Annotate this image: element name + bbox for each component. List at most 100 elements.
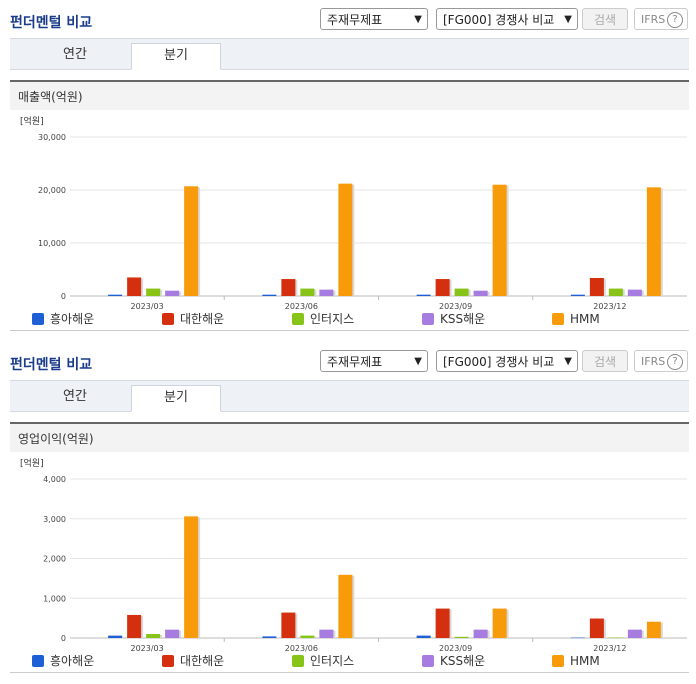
- bar: [146, 634, 161, 638]
- y-tick-label: 2,000: [43, 555, 66, 564]
- legend-swatch: [32, 313, 44, 325]
- chart-subtitle: 매출액(억원): [10, 80, 689, 110]
- fundamental-panel-operating-profit: 펀더멘털 비교 주재무제표 ▼ [FG000] 경쟁사 비교 ▼ 검색 IFRS…: [0, 342, 696, 673]
- bar: [646, 621, 661, 638]
- bar: [281, 612, 296, 638]
- tab-quarterly[interactable]: 분기: [131, 385, 221, 412]
- bar: [127, 277, 142, 296]
- legend-label: KSS해운: [440, 312, 485, 326]
- legend-swatch: [32, 655, 44, 667]
- bar: [608, 637, 623, 639]
- ifrs-label: IFRS: [641, 355, 666, 368]
- x-tick-label: 2023/03: [131, 302, 164, 311]
- legend-swatch: [552, 655, 564, 667]
- bar: [454, 288, 469, 296]
- panel-header: 펀더멘털 비교 주재무제표 ▼ [FG000] 경쟁사 비교 ▼ 검색 IFRS…: [0, 342, 696, 380]
- legend-item[interactable]: KSS해운: [422, 312, 485, 326]
- bar: [262, 294, 277, 296]
- y-tick-label: 3,000: [43, 515, 66, 524]
- statement-type-select[interactable]: 주재무제표 ▼: [320, 8, 428, 30]
- bar: [184, 516, 199, 638]
- legend-item[interactable]: HMM: [552, 312, 600, 326]
- bar: [319, 289, 334, 296]
- bar: [492, 184, 507, 296]
- legend-item[interactable]: 인터지스: [292, 654, 354, 668]
- legend-swatch: [422, 313, 434, 325]
- comparison-group-value: [FG000] 경쟁사 비교: [443, 13, 555, 27]
- bar-chart: [억원] 0 1,000 2,000 3,000 4,000 2023/03 2023/06 2…: [20, 457, 687, 668]
- bar: [589, 277, 604, 296]
- ifrs-help-button[interactable]: IFRS ?: [634, 8, 688, 30]
- period-tabs: 연간 분기: [10, 380, 689, 412]
- bar: [127, 614, 142, 638]
- legend-swatch: [162, 313, 174, 325]
- bar: [570, 637, 585, 639]
- bar: [473, 290, 488, 296]
- bar: [165, 629, 180, 638]
- y-tick-label: 30,000: [38, 133, 66, 142]
- bar: [608, 288, 623, 296]
- bar: [338, 183, 353, 296]
- ifrs-help-button[interactable]: IFRS ?: [634, 350, 688, 372]
- bar: [262, 636, 277, 638]
- bar: [454, 636, 469, 638]
- bar: [300, 635, 315, 638]
- legend-label: KSS해운: [440, 654, 485, 668]
- bar: [281, 279, 296, 296]
- statement-type-select[interactable]: 주재무제표 ▼: [320, 350, 428, 372]
- bar: [627, 289, 642, 296]
- y-tick-label: 4,000: [43, 475, 66, 484]
- chevron-down-icon: ▼: [564, 356, 572, 367]
- legend-item[interactable]: KSS해운: [422, 654, 485, 668]
- search-button[interactable]: 검색: [582, 8, 628, 30]
- bar: [473, 629, 488, 638]
- legend-label: 대한해운: [180, 654, 224, 668]
- y-tick-label: 20,000: [38, 186, 66, 195]
- chart-area: [억원] 0 1,000 2,000 3,000 4,000 2023/03 2023/06 2…: [10, 452, 689, 673]
- bar: [338, 574, 353, 638]
- legend-item[interactable]: 대한해운: [162, 654, 224, 668]
- bar: [300, 288, 315, 296]
- y-unit-label: [억원]: [20, 457, 44, 469]
- y-tick-label: 1,000: [43, 594, 66, 603]
- bar: [589, 618, 604, 638]
- panel-title: 펀더멘털 비교: [10, 357, 93, 373]
- legend-swatch: [162, 655, 174, 667]
- legend-item[interactable]: 대한해운: [162, 312, 224, 326]
- bar: [108, 294, 123, 296]
- legend-item[interactable]: 인터지스: [292, 312, 354, 326]
- statement-type-value: 주재무제표: [327, 13, 383, 27]
- tab-annual[interactable]: 연간: [63, 389, 87, 404]
- bar: [435, 608, 450, 638]
- x-tick-label: 2023/03: [131, 644, 164, 653]
- y-tick-label: 0: [61, 634, 66, 643]
- legend-item[interactable]: 흥아해운: [32, 312, 94, 326]
- tab-quarterly[interactable]: 분기: [131, 43, 221, 70]
- chart-subtitle: 영업이익(억원): [10, 422, 689, 452]
- bar: [184, 186, 199, 296]
- legend-label: HMM: [570, 654, 600, 668]
- bar: [146, 288, 161, 296]
- legend-swatch: [552, 313, 564, 325]
- panel-title: 펀더멘털 비교: [10, 15, 93, 31]
- tab-annual[interactable]: 연간: [63, 47, 87, 62]
- bar: [492, 608, 507, 638]
- x-tick-label: 2023/12: [593, 644, 626, 653]
- legend-item[interactable]: 흥아해운: [32, 654, 94, 668]
- legend-swatch: [422, 655, 434, 667]
- search-button[interactable]: 검색: [582, 350, 628, 372]
- chevron-down-icon: ▼: [564, 14, 572, 25]
- bar: [416, 294, 431, 296]
- x-tick-label: 2023/09: [439, 302, 472, 311]
- x-tick-label: 2023/12: [593, 302, 626, 311]
- bar: [646, 187, 661, 296]
- help-icon: ?: [667, 354, 683, 370]
- comparison-group-select[interactable]: [FG000] 경쟁사 비교 ▼: [436, 350, 578, 372]
- bar: [435, 279, 450, 296]
- ifrs-label: IFRS: [641, 13, 666, 26]
- comparison-group-select[interactable]: [FG000] 경쟁사 비교 ▼: [436, 8, 578, 30]
- bar: [165, 290, 180, 296]
- panel-header: 펀더멘털 비교 주재무제표 ▼ [FG000] 경쟁사 비교 ▼ 검색 IFRS…: [0, 0, 696, 38]
- x-tick-label: 2023/06: [285, 302, 318, 311]
- legend-item[interactable]: HMM: [552, 654, 600, 668]
